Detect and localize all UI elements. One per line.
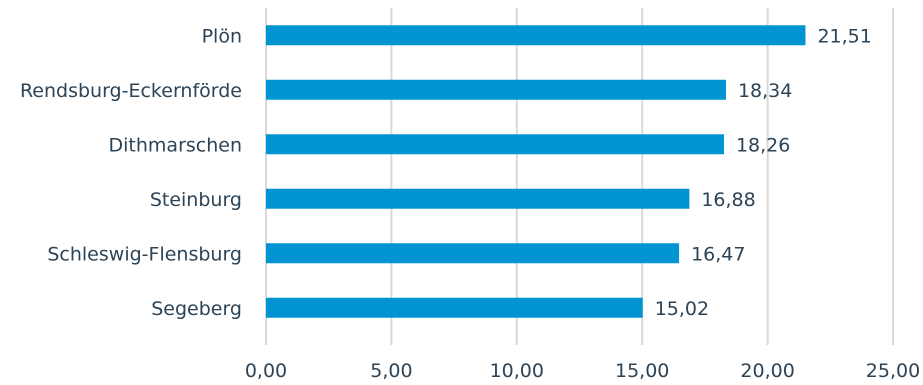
x-tick-label: 25,00 <box>866 360 920 382</box>
bar <box>266 134 724 155</box>
bar <box>266 297 643 318</box>
category-label: Schleswig-Flensburg <box>47 243 242 265</box>
bars <box>266 25 806 318</box>
bar <box>266 25 806 46</box>
x-tick-label: 5,00 <box>370 360 412 382</box>
category-label: Steinburg <box>150 189 242 211</box>
bar <box>266 79 726 100</box>
x-tick-label: 10,00 <box>490 360 544 382</box>
value-label: 18,26 <box>736 134 790 156</box>
x-tick-label: 15,00 <box>615 360 669 382</box>
category-label: Dithmarschen <box>109 134 242 156</box>
x-tick-label: 0,00 <box>245 360 287 382</box>
gridlines <box>265 8 894 345</box>
value-labels: 21,51 18,34 18,26 16,88 16,47 15,02 <box>655 25 872 320</box>
bar <box>266 188 690 209</box>
category-label: Plön <box>202 25 242 47</box>
category-label: Rendsburg-Eckernförde <box>20 80 242 102</box>
value-label: 16,47 <box>691 243 745 265</box>
value-label: 18,34 <box>738 80 792 102</box>
bar <box>266 243 680 264</box>
value-label: 16,88 <box>701 189 755 211</box>
x-tick-label: 20,00 <box>740 360 794 382</box>
x-axis-tick-labels: 0,00 5,00 10,00 15,00 20,00 25,00 <box>245 360 920 382</box>
category-label: Segeberg <box>151 298 242 320</box>
value-label: 21,51 <box>817 25 871 47</box>
value-label: 15,02 <box>655 298 709 320</box>
category-labels: Plön Rendsburg-Eckernförde Dithmarschen Ste… <box>20 25 242 320</box>
